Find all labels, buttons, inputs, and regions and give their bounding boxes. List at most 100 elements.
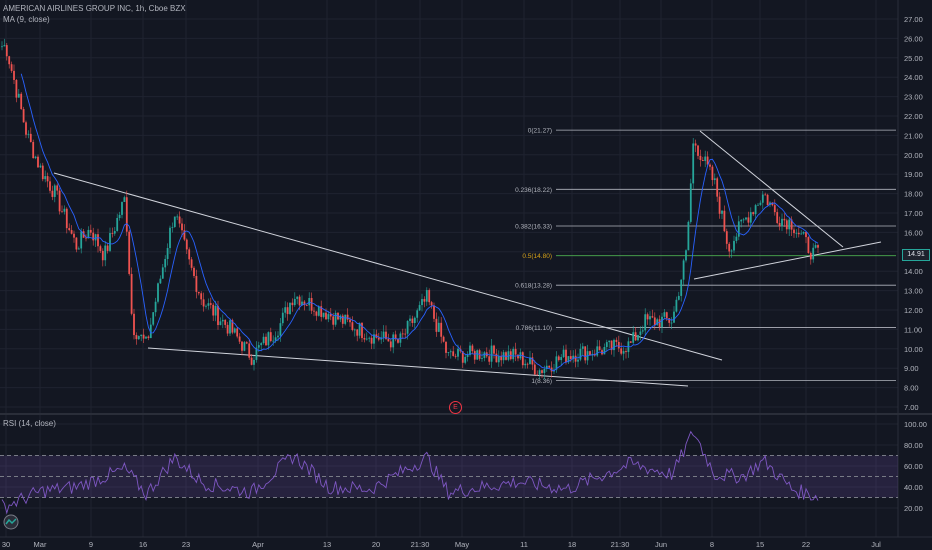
candle-body bbox=[577, 359, 579, 362]
candle-body bbox=[130, 273, 133, 314]
candle-body bbox=[778, 223, 781, 227]
candle-body bbox=[315, 311, 318, 316]
candle-body bbox=[665, 312, 668, 319]
rsi-tick-label: 100.00 bbox=[904, 420, 927, 429]
candle-body bbox=[488, 356, 491, 362]
candle-body bbox=[812, 247, 815, 260]
candle-body bbox=[521, 352, 524, 366]
candle-body bbox=[685, 250, 687, 261]
candle-body bbox=[22, 109, 25, 123]
candle-body bbox=[457, 348, 459, 357]
candle-body bbox=[327, 314, 330, 320]
candle-body bbox=[425, 290, 428, 302]
candle-body bbox=[286, 307, 289, 315]
candle-body bbox=[145, 336, 147, 339]
candle-body bbox=[13, 70, 15, 80]
price-tick-label: 7.00 bbox=[904, 403, 919, 412]
candle-body bbox=[269, 332, 272, 342]
candle-body bbox=[5, 45, 8, 57]
time-tick-label: 23 bbox=[182, 540, 190, 549]
candle-body bbox=[581, 346, 584, 349]
candle-body bbox=[524, 363, 527, 366]
candle-body bbox=[277, 335, 279, 338]
candle-body bbox=[289, 302, 291, 315]
candle-body bbox=[452, 351, 455, 356]
candle-body bbox=[370, 337, 373, 344]
fib-level-label: 0(21.27) bbox=[528, 128, 552, 135]
candle-body bbox=[178, 216, 181, 224]
candle-body bbox=[632, 332, 635, 343]
candle-body bbox=[125, 197, 128, 232]
trendline[interactable] bbox=[693, 241, 882, 280]
time-tick-label: 13 bbox=[323, 540, 331, 549]
candle-body bbox=[207, 303, 210, 306]
candle-body bbox=[541, 370, 543, 373]
trendline[interactable] bbox=[147, 347, 689, 387]
candle-body bbox=[212, 304, 215, 316]
candle-body bbox=[718, 196, 721, 214]
candle-body bbox=[310, 298, 313, 311]
candle-body bbox=[169, 227, 171, 249]
trendline[interactable] bbox=[699, 130, 844, 248]
candle-body bbox=[663, 312, 666, 317]
candle-body bbox=[293, 298, 296, 306]
candle-body bbox=[262, 336, 265, 344]
candle-body bbox=[555, 356, 558, 370]
ma-indicator-label[interactable]: MA (9, close) bbox=[3, 15, 50, 24]
candle-body bbox=[668, 318, 671, 323]
candle-body bbox=[317, 306, 320, 316]
candle-body bbox=[713, 178, 716, 181]
candle-body bbox=[670, 322, 673, 324]
candle-body bbox=[634, 332, 637, 341]
candle-body bbox=[579, 348, 582, 360]
candle-body bbox=[790, 219, 793, 230]
candle-body bbox=[181, 223, 183, 231]
candle-body bbox=[754, 205, 757, 215]
candle-body bbox=[629, 341, 632, 343]
candle-body bbox=[205, 305, 207, 307]
earnings-icon[interactable]: E bbox=[449, 401, 462, 414]
candle-body bbox=[771, 202, 774, 206]
time-tick-label: May bbox=[455, 540, 469, 549]
candle-body bbox=[188, 249, 191, 260]
price-tick-label: 10.00 bbox=[904, 345, 923, 354]
candle-body bbox=[87, 229, 90, 239]
candle-body bbox=[116, 218, 119, 232]
price-tick-label: 22.00 bbox=[904, 112, 923, 121]
candle-body bbox=[346, 314, 349, 320]
price-tick-label: 25.00 bbox=[904, 54, 923, 63]
candle-body bbox=[322, 312, 325, 317]
candle-body bbox=[495, 353, 498, 363]
candle-body bbox=[740, 219, 743, 222]
candle-body bbox=[241, 341, 243, 351]
candle-body bbox=[284, 307, 287, 313]
candle-body bbox=[133, 313, 135, 336]
candle-body bbox=[639, 331, 642, 335]
candle-body bbox=[356, 329, 359, 336]
candle-body bbox=[1, 46, 3, 48]
candle-body bbox=[514, 348, 517, 355]
candle-body bbox=[562, 349, 565, 358]
rsi-indicator-label[interactable]: RSI (14, close) bbox=[3, 419, 56, 428]
candle-body bbox=[351, 322, 354, 330]
trendline[interactable] bbox=[53, 172, 723, 361]
candle-body bbox=[106, 245, 109, 251]
tradingview-logo-icon[interactable] bbox=[2, 514, 20, 530]
rsi-tick-label: 40.00 bbox=[904, 483, 923, 492]
candle-body bbox=[173, 216, 176, 227]
price-tick-label: 11.00 bbox=[904, 325, 922, 334]
candle-body bbox=[341, 315, 344, 324]
candle-body bbox=[224, 319, 227, 325]
candle-body bbox=[221, 319, 224, 322]
candle-body bbox=[694, 143, 697, 146]
candle-body bbox=[236, 328, 239, 337]
candle-body bbox=[219, 321, 222, 326]
candle-body bbox=[75, 237, 78, 250]
candle-body bbox=[344, 314, 347, 324]
candle-body bbox=[32, 141, 35, 159]
candle-body bbox=[776, 212, 779, 224]
candle-body bbox=[440, 322, 443, 337]
candle-body bbox=[250, 357, 253, 365]
